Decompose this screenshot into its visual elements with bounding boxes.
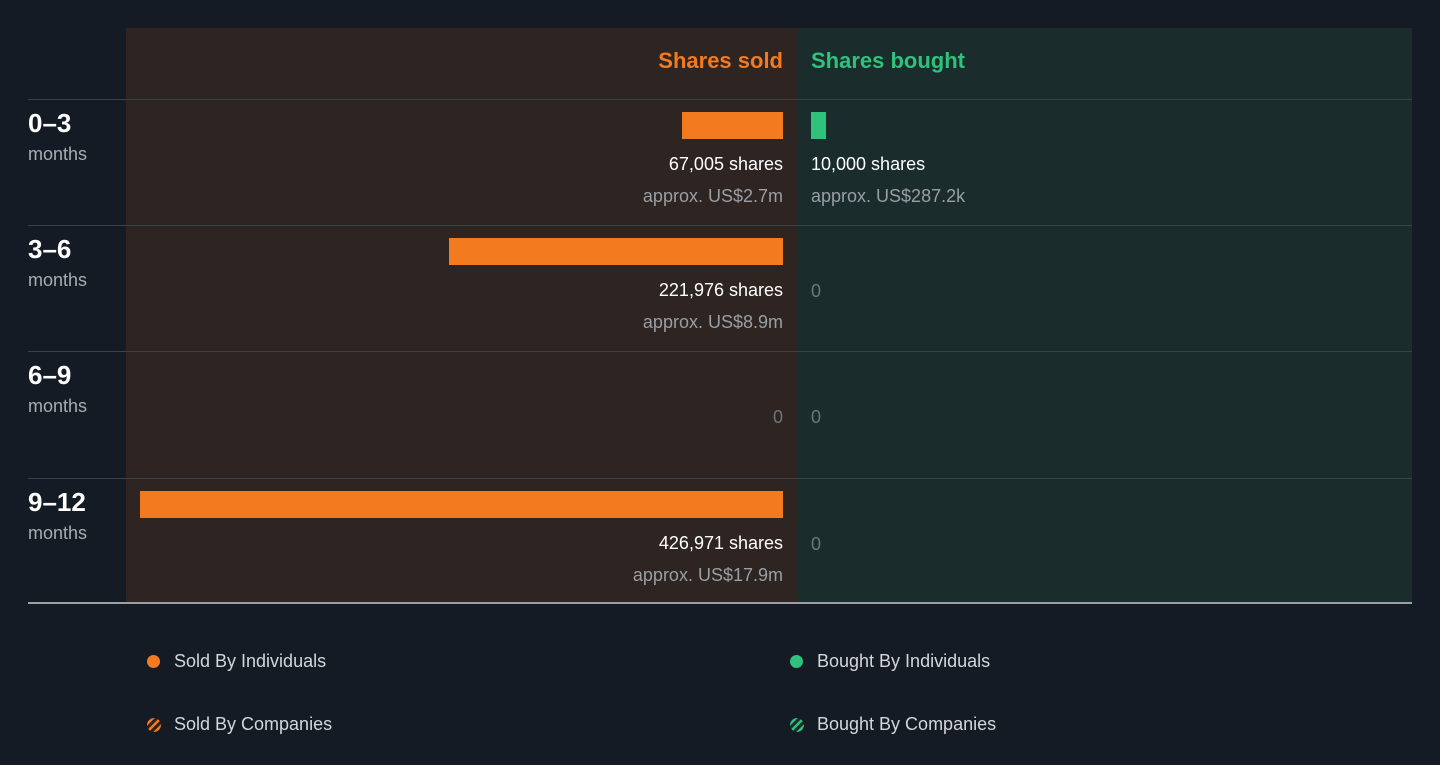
period-unit: months xyxy=(28,523,88,543)
sold-shares-label: 426,971 shares xyxy=(658,533,783,553)
legend-sold-individuals[interactable]: Sold By Individuals xyxy=(147,651,326,672)
legend-bought-companies[interactable]: Bought By Companies xyxy=(790,714,996,735)
period-range: 0–3 xyxy=(28,108,72,138)
shares-bought-header: Shares bought xyxy=(811,48,966,73)
row-divider xyxy=(28,351,1412,352)
legend-label: Sold By Individuals xyxy=(174,651,327,671)
period-label: 3–6 months xyxy=(28,234,87,291)
legend-label: Bought By Individuals xyxy=(817,651,991,671)
period-range: 6–9 xyxy=(28,360,72,390)
period-range: 9–12 xyxy=(28,487,86,517)
bought-zero-label: 0 xyxy=(811,534,822,554)
bought-shares-label: 10,000 shares xyxy=(811,154,926,174)
bought-bar[interactable] xyxy=(811,112,827,139)
period-label: 6–9 months xyxy=(28,360,87,417)
period-range: 3–6 xyxy=(28,234,72,264)
green-hatched-icon xyxy=(790,717,804,732)
sold-bar[interactable] xyxy=(140,491,783,518)
sold-approx-value: approx. US$17.9m xyxy=(632,565,783,585)
shares-sold-header: Shares sold xyxy=(658,48,783,73)
row-divider xyxy=(28,225,1412,226)
period-unit: months xyxy=(28,144,88,164)
bought-approx-value: approx. US$287.2k xyxy=(811,186,966,206)
orange-dot-icon xyxy=(147,655,160,668)
sold-shares-label: 67,005 shares xyxy=(668,154,783,174)
orange-hatched-icon xyxy=(147,717,161,732)
row-divider xyxy=(28,99,1412,100)
sold-bar[interactable] xyxy=(448,238,783,265)
period-label: 9–12 months xyxy=(28,487,87,544)
legend-label: Bought By Companies xyxy=(817,714,997,734)
sold-bar[interactable] xyxy=(682,112,783,139)
bought-zero-label: 0 xyxy=(811,281,822,301)
period-unit: months xyxy=(28,270,88,290)
row-divider xyxy=(28,478,1412,479)
bought-panel xyxy=(797,28,1412,602)
legend-label: Sold By Companies xyxy=(174,714,333,734)
sold-approx-value: approx. US$8.9m xyxy=(642,312,783,332)
sold-zero-label: 0 xyxy=(772,407,783,427)
sold-shares-label: 221,976 shares xyxy=(658,280,783,300)
chart-baseline xyxy=(28,602,1412,604)
period-label: 0–3 months xyxy=(28,108,87,165)
period-unit: months xyxy=(28,396,88,416)
legend-bought-individuals[interactable]: Bought By Individuals xyxy=(790,651,990,672)
legend-sold-companies[interactable]: Sold By Companies xyxy=(147,714,332,735)
sold-approx-value: approx. US$2.7m xyxy=(642,186,783,206)
green-dot-icon xyxy=(790,655,803,668)
bought-zero-label: 0 xyxy=(811,407,822,427)
